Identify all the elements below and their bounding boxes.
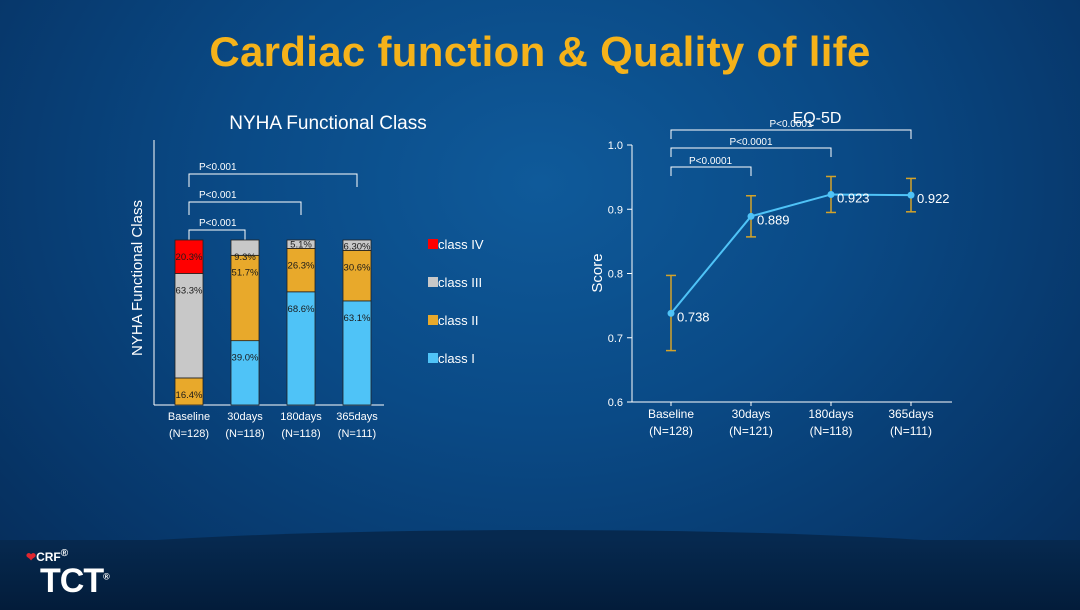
nyha-significance-label: P<0.001: [199, 162, 237, 173]
nyha-bar-segment: [230, 254, 260, 342]
nyha-bar-label: 68.6%: [288, 304, 315, 315]
crf-logo: ❤CRF®: [26, 548, 68, 564]
nyha-x-tick-n: (N=128): [169, 428, 209, 440]
eq5d-x-tick-n: (N=111): [890, 424, 932, 438]
eq5d-x-tick-label: 180days: [808, 407, 853, 421]
eq5d-x-tick-n: (N=118): [810, 424, 853, 438]
nyha-significance-label: P<0.001: [199, 218, 237, 229]
nyha-bar-segment: [342, 239, 372, 251]
tct-logo-text: TCT: [40, 562, 104, 600]
crf-logo-text: CRF: [36, 550, 61, 564]
eq5d-significance-label: P<0.0001: [689, 156, 733, 167]
nyha-legend-swatch: [428, 239, 438, 249]
nyha-x-tick-n: (N=118): [281, 428, 320, 440]
nyha-legend-swatch: [428, 315, 438, 325]
eq5d-x-tick-label: Baseline: [648, 407, 694, 421]
nyha-significance-bracket: [188, 173, 358, 187]
eq5d-x-tick-n: (N=128): [649, 424, 693, 438]
eq5d-significance-label: P<0.0001: [729, 137, 773, 148]
eq5d-significance-bracket: [670, 129, 912, 139]
nyha-chart: NYHA Functional Class NYHA Functional Cl…: [129, 113, 484, 440]
nyha-bar-segment: [230, 239, 260, 256]
eq5d-data-point: [747, 212, 755, 220]
nyha-x-tick-n: (N=111): [338, 428, 376, 440]
eq5d-y-tick-label: 0.6: [608, 397, 623, 409]
eq5d-significance-bracket: [670, 147, 832, 157]
nyha-bar-label: 63.1%: [344, 313, 371, 324]
nyha-bar-label: 30.6%: [344, 262, 371, 273]
eq5d-data-label: 0.738: [677, 309, 710, 324]
nyha-legend-label: class III: [438, 275, 482, 290]
nyha-bar-segment: [230, 340, 260, 406]
eq5d-series-line: [670, 193, 912, 314]
nyha-x-tick-label: 180days: [280, 411, 322, 423]
nyha-chart-title: NYHA Functional Class: [229, 113, 426, 134]
eq5d-x-tick-label: 365days: [888, 407, 933, 421]
nyha-y-axis-label: NYHA Functional Class: [129, 200, 146, 356]
nyha-x-tick-n: (N=118): [225, 428, 264, 440]
nyha-significance-bracket: [188, 201, 302, 215]
nyha-x-tick-label: 365days: [336, 411, 378, 423]
crf-registered-mark: ®: [60, 548, 69, 559]
nyha-bar-segment: [174, 377, 204, 406]
eq5d-y-tick-label: 0.7: [608, 333, 623, 345]
heart-icon: ❤: [26, 550, 37, 564]
nyha-bar-label: 6.30%: [344, 241, 371, 252]
nyha-legend-label: class I: [438, 351, 475, 366]
nyha-significance-bracket: [188, 229, 246, 243]
eq5d-x-tick-n: (N=121): [729, 424, 773, 438]
nyha-bar-segment: [286, 291, 316, 406]
nyha-bar-label: 39.0%: [232, 353, 259, 364]
eq5d-significance-bracket: [670, 166, 752, 176]
nyha-legend-label: class II: [438, 313, 478, 328]
nyha-x-tick-label: 30days: [227, 411, 263, 423]
nyha-bar-label: 20.3%: [176, 252, 203, 263]
nyha-bar-label: 51.7%: [232, 267, 259, 278]
tct-registered-mark: ®: [103, 571, 110, 582]
eq5d-y-tick-label: 1.0: [608, 140, 623, 152]
eq5d-chart: EQ-5D Score 0.6 0.7 0.8 0.9 1.0 P<0.0001 P<0.…: [589, 110, 952, 438]
nyha-legend-swatch: [428, 353, 438, 363]
nyha-bar-segment: [174, 239, 204, 274]
eq5d-y-tick-label: 0.9: [608, 204, 623, 216]
tct-logo: TCT®: [40, 562, 110, 601]
nyha-legend-label: class IV: [438, 237, 484, 252]
nyha-bar-label: 16.4%: [176, 390, 203, 401]
eq5d-x-tick-label: 30days: [732, 407, 771, 421]
eq5d-chart-title: EQ-5D: [793, 110, 842, 127]
eq5d-data-point: [827, 190, 835, 198]
nyha-bar-segment: [342, 300, 372, 406]
nyha-legend-swatch: [428, 277, 438, 287]
nyha-bar-label: 5.1%: [290, 239, 312, 250]
eq5d-data-point: [907, 191, 915, 199]
eq5d-significance-label: P<0.0001: [769, 119, 813, 130]
footer-band: [0, 540, 1080, 610]
nyha-bar-segment: [286, 239, 316, 249]
nyha-bar-segment: [286, 248, 316, 293]
nyha-significance-label: P<0.001: [199, 190, 237, 201]
eq5d-y-axis-label: Score: [589, 253, 606, 292]
slide-title: Cardiac function & Quality of life: [209, 28, 871, 75]
eq5d-data-label: 0.923: [837, 190, 870, 205]
nyha-bar-label: 26.3%: [288, 260, 315, 271]
nyha-bar-label: 9.3%: [234, 252, 256, 263]
eq5d-data-label: 0.889: [757, 212, 790, 227]
nyha-x-tick-label: Baseline: [168, 411, 210, 423]
nyha-bar-label: 63.3%: [176, 285, 203, 296]
eq5d-y-tick-label: 0.8: [608, 269, 623, 281]
eq5d-data-label: 0.922: [917, 191, 950, 206]
eq5d-data-point: [667, 309, 675, 317]
nyha-bar-segment: [342, 249, 372, 302]
